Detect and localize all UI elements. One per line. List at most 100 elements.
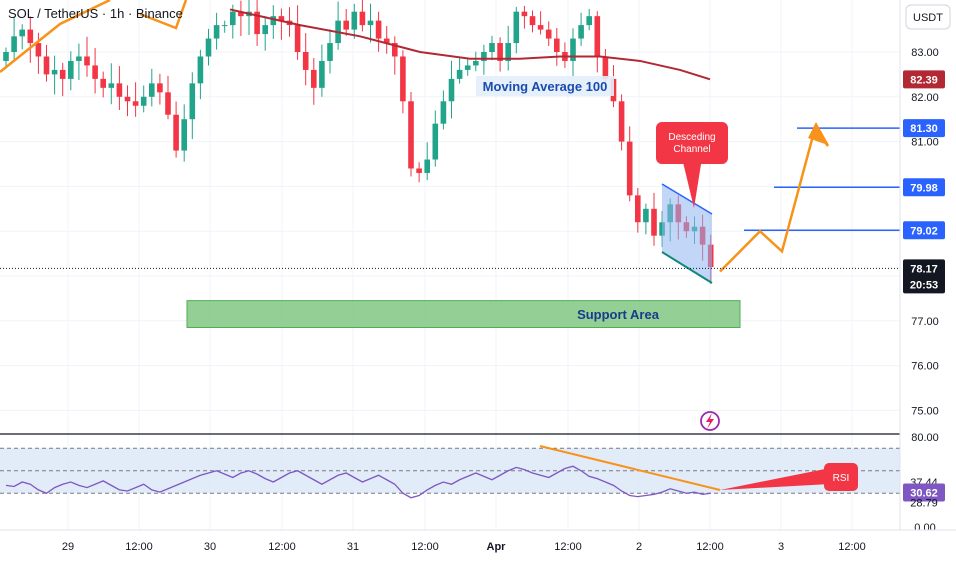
- price-tick-label: 77.00: [911, 316, 939, 328]
- candle-body: [157, 83, 163, 93]
- rsi-level-label: 28.79: [910, 498, 938, 510]
- candle-body: [27, 29, 34, 44]
- rsi-line: [5, 465, 711, 499]
- descending-channel-callout: Desceding Channel: [656, 122, 728, 208]
- candle-body: [594, 16, 601, 57]
- candle-body: [19, 29, 25, 37]
- callout-text-line2: Channel: [673, 144, 710, 155]
- rsi-callout-pointer: [720, 468, 830, 490]
- price-tick-label: 82.00: [911, 92, 939, 104]
- orange-trend-line-left: [0, 0, 111, 73]
- candle-body: [238, 11, 244, 17]
- price-axis-ticks: 83.00 82.00 81.00 77.00 76.00 75.00: [911, 47, 939, 417]
- candle-body: [618, 101, 625, 142]
- time-tick-label: 12:00: [125, 541, 153, 553]
- candle-body: [392, 43, 398, 57]
- price-label-text: 79.98: [910, 182, 938, 194]
- candle-body: [456, 69, 463, 79]
- candle-body: [375, 20, 382, 39]
- callout-bg: [656, 122, 728, 164]
- rsi-badge-text: RSI: [833, 473, 850, 484]
- candle-body: [311, 69, 317, 88]
- candle-body: [43, 56, 50, 75]
- rsi-badge-bg: [824, 463, 858, 491]
- candle-body: [11, 36, 17, 52]
- candle-body: [108, 83, 115, 88]
- currency-button[interactable]: USDT: [905, 4, 951, 30]
- price-tick-label: 76.00: [911, 361, 939, 373]
- candle-body: [383, 38, 390, 44]
- price-tick-label: 75.00: [911, 405, 939, 417]
- candle-body: [448, 78, 455, 102]
- time-tick-label: 12:00: [696, 541, 724, 553]
- candle-body: [513, 11, 520, 44]
- candle-body: [205, 38, 212, 57]
- price-tick-label: 83.00: [911, 47, 939, 59]
- lightning-icon[interactable]: [700, 411, 720, 431]
- candle-body: [76, 56, 82, 61]
- moving-average-100-line: [229, 8, 711, 81]
- candle-timer-text: 20:53: [910, 279, 938, 291]
- time-tick-label: 29: [62, 541, 74, 553]
- candle-body: [651, 208, 657, 236]
- price-label-bg: [903, 178, 945, 197]
- callout-pointer: [682, 158, 702, 208]
- time-tick-label: 12:00: [411, 541, 439, 553]
- candle-body: [35, 43, 42, 57]
- candle-body: [100, 78, 106, 88]
- channel-upper-line: [661, 183, 713, 215]
- candle-body: [189, 83, 196, 120]
- candle-body: [302, 52, 309, 70]
- candle-body: [68, 60, 74, 79]
- candle-body: [116, 83, 123, 97]
- candle-body: [473, 60, 479, 66]
- last-price-text: 78.17: [910, 263, 938, 275]
- grid-lines: [0, 0, 900, 530]
- currency-button-bg: [905, 4, 951, 30]
- candle-body: [262, 25, 268, 35]
- rsi-level-lines: [0, 447, 900, 494]
- candle-body: [213, 25, 220, 39]
- candle-body: [173, 114, 179, 151]
- candle-body: [343, 20, 349, 30]
- candle-body: [221, 25, 228, 27]
- candle-body: [294, 25, 301, 52]
- price-label-bg: [903, 70, 945, 89]
- time-tick-label: Apr: [487, 541, 507, 553]
- candle-body: [489, 43, 495, 52]
- candle-body: [51, 69, 58, 75]
- rsi-level-label: 30.62: [910, 488, 938, 500]
- candle-body: [132, 101, 139, 106]
- main-pane-bg: [0, 0, 900, 434]
- candle-body: [367, 20, 374, 26]
- time-tick-label: 3: [778, 541, 784, 553]
- candle-body: [270, 16, 277, 26]
- candle-body: [140, 96, 147, 106]
- candle-body: [545, 29, 552, 39]
- rsi-badge: RSI: [824, 463, 858, 491]
- candle-body: [521, 11, 528, 17]
- candle-body: [408, 101, 414, 169]
- candle-body: [440, 101, 447, 124]
- candle-body: [327, 43, 333, 61]
- descending-channel: [661, 183, 713, 284]
- lightning-bolt-icon: [706, 413, 714, 429]
- candle-body: [149, 83, 155, 97]
- support-zone-rect: [186, 300, 741, 329]
- candle-body: [505, 43, 511, 61]
- moving-average-label: Moving Average 100: [476, 76, 614, 96]
- candle-body: [278, 16, 285, 21]
- price-label-text: 82.39: [910, 74, 938, 86]
- last-price-bg: [903, 259, 945, 294]
- time-tick-label: 12:00: [554, 541, 582, 553]
- candle-body: [351, 11, 358, 30]
- candle-body: [181, 119, 187, 151]
- rsi-tick-label: 80.00: [911, 432, 939, 444]
- candle-body: [416, 168, 422, 173]
- support-area-label: Support Area: [577, 307, 660, 322]
- price-label-text: 81.30: [910, 123, 938, 135]
- candle-body: [626, 141, 633, 196]
- time-axis-ticks: 29 12:00 30 12:00 31 12:00 Apr 12:00 2 12:00 3 12:0…: [62, 541, 866, 553]
- channel-fill: [662, 184, 712, 283]
